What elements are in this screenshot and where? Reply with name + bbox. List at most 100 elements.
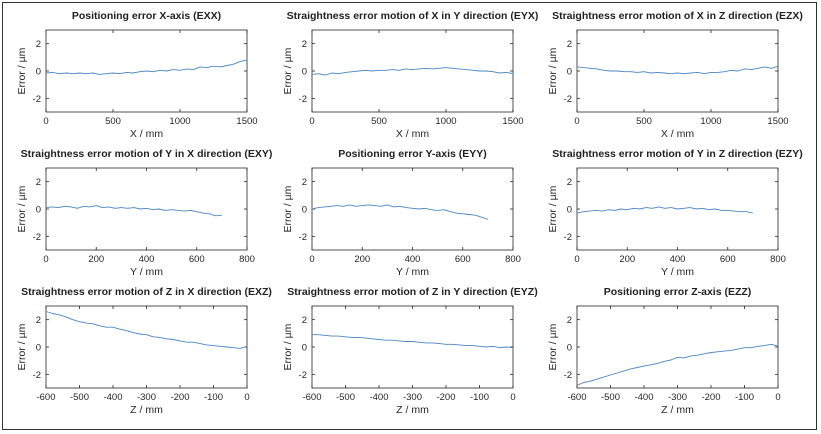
x-tick-label: 0: [43, 116, 48, 127]
plot-area: [311, 167, 514, 251]
x-tick-label: -600: [302, 392, 321, 403]
x-tick-label: 500: [105, 116, 121, 127]
x-axis-label: Z / mm: [130, 404, 163, 416]
x-axis-label: Y / mm: [396, 266, 429, 278]
y-tick-label: -2: [299, 370, 307, 381]
y-tick-label: 2: [36, 39, 41, 50]
chart-title: Straightness error motion of X in Y dire…: [287, 10, 539, 22]
chart-5: Positioning error Y-axis (EYY) 0 200 400 600…: [282, 148, 521, 278]
y-tick-label: -2: [299, 94, 307, 105]
chart-7: Straightness error motion of Z in X dire…: [16, 286, 272, 416]
y-tick-label: 0: [567, 67, 572, 78]
chart-4: Straightness error motion of Y in X dire…: [16, 148, 272, 278]
x-tick-label: 0: [574, 254, 579, 265]
y-tick-label: 0: [36, 205, 41, 216]
chart-1: Positioning error X-axis (EXX) 0 500 1000 15…: [16, 10, 258, 140]
x-tick-label: 600: [189, 254, 205, 265]
y-tick-label: 0: [36, 343, 41, 354]
x-tick-label: 200: [619, 254, 635, 265]
x-tick-label: -300: [668, 392, 687, 403]
y-axis-label: Error / µm: [547, 323, 559, 370]
y-tick-label: 2: [302, 177, 307, 188]
x-tick-label: 0: [309, 254, 314, 265]
x-tick-label: 500: [371, 116, 387, 127]
series-line: [45, 59, 248, 75]
x-axis-label: Z / mm: [396, 404, 429, 416]
y-tick-label: 2: [302, 315, 307, 326]
y-axis-label: Error / µm: [282, 323, 294, 370]
x-tick-label: 400: [670, 254, 686, 265]
x-tick-label: 800: [505, 254, 521, 265]
x-tick-label: 400: [405, 254, 421, 265]
x-tick-label: 0: [510, 392, 515, 403]
y-axis-label: Error / µm: [16, 47, 28, 94]
x-axis-label: X / mm: [396, 128, 430, 140]
series-line: [311, 67, 514, 76]
x-tick-label: -600: [36, 392, 55, 403]
plot-area: [45, 167, 248, 251]
y-tick-label: -2: [33, 370, 41, 381]
x-tick-label: 1500: [236, 116, 257, 127]
chart-title: Straightness error motion of Z in Y dire…: [287, 286, 537, 298]
chart-title: Straightness error motion of Y in X dire…: [21, 148, 273, 160]
x-tick-label: -400: [634, 392, 653, 403]
y-tick-label: 2: [36, 177, 41, 188]
x-tick-label: 400: [139, 254, 155, 265]
y-tick-label: 0: [302, 205, 307, 216]
y-tick-label: 2: [567, 315, 572, 326]
chart-title: Positioning error Y-axis (EYY): [338, 148, 487, 160]
x-tick-label: -100: [735, 392, 754, 403]
series-line: [312, 334, 514, 349]
x-tick-label: 0: [43, 254, 48, 265]
y-tick-label: 2: [302, 39, 307, 50]
y-axis-label: Error / µm: [282, 47, 294, 94]
chart-6: Straightness error motion of Y in Z dire…: [547, 148, 803, 278]
x-tick-label: -500: [70, 392, 89, 403]
chart-title: Positioning error X-axis (EXX): [72, 10, 221, 22]
x-axis-label: Y / mm: [130, 266, 163, 278]
x-tick-label: -400: [103, 392, 122, 403]
x-tick-label: 500: [636, 116, 652, 127]
series-line: [576, 206, 753, 214]
x-tick-label: -100: [470, 392, 489, 403]
y-tick-label: 2: [36, 315, 41, 326]
y-axis-label: Error / µm: [16, 185, 28, 232]
y-tick-label: 0: [567, 205, 572, 216]
x-tick-label: -600: [567, 392, 586, 403]
x-tick-label: 1000: [169, 116, 190, 127]
y-tick-label: 0: [302, 343, 307, 354]
y-axis-label: Error / µm: [547, 47, 559, 94]
x-axis-label: X / mm: [130, 128, 164, 140]
y-tick-label: -2: [33, 232, 41, 243]
y-tick-label: 0: [302, 67, 307, 78]
x-tick-label: 0: [574, 116, 579, 127]
y-tick-label: 2: [567, 177, 572, 188]
chart-2: Straightness error motion of X in Y dire…: [282, 10, 538, 140]
x-tick-label: -200: [170, 392, 189, 403]
series-line: [45, 311, 248, 349]
x-tick-label: -300: [137, 392, 156, 403]
x-tick-label: 1000: [435, 116, 456, 127]
y-tick-label: -2: [33, 94, 41, 105]
chart-9: Positioning error Z-axis (EZZ) -600 -500 -4…: [547, 286, 781, 416]
x-tick-label: 0: [775, 392, 780, 403]
x-tick-label: 600: [455, 254, 471, 265]
x-tick-label: -300: [403, 392, 422, 403]
x-tick-label: 1500: [502, 116, 523, 127]
x-tick-label: 0: [309, 116, 314, 127]
x-tick-label: -500: [336, 392, 355, 403]
series-line: [45, 205, 222, 217]
x-tick-label: 200: [88, 254, 104, 265]
y-axis-label: Error / µm: [547, 185, 559, 232]
plot-area: [45, 305, 248, 389]
chart-title: Straightness error motion of Y in Z dire…: [552, 148, 802, 160]
x-tick-label: 200: [354, 254, 370, 265]
y-tick-label: 0: [36, 67, 41, 78]
x-tick-label: 1000: [700, 116, 721, 127]
x-tick-label: 800: [239, 254, 255, 265]
x-tick-label: -400: [369, 392, 388, 403]
x-tick-label: -500: [601, 392, 620, 403]
x-tick-label: -100: [204, 392, 223, 403]
x-tick-label: 0: [244, 392, 249, 403]
